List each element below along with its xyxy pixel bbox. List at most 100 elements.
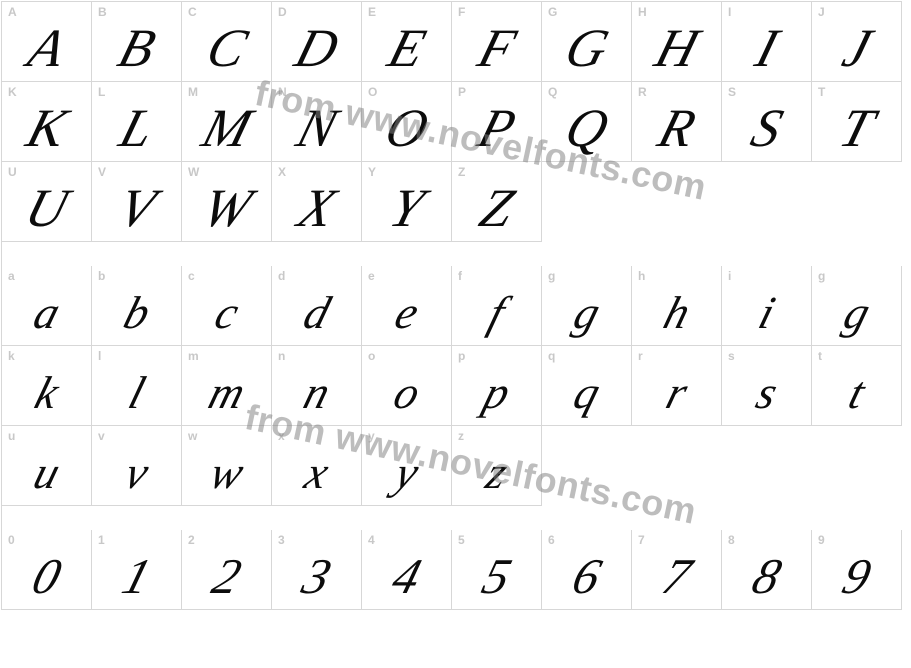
glyph-cell xyxy=(812,162,902,242)
cell-key-label: 6 xyxy=(548,533,555,547)
row-gap xyxy=(722,242,812,266)
cell-key-label: r xyxy=(638,349,643,363)
glyph-cell: WW xyxy=(182,162,272,242)
cell-key-label: g xyxy=(548,269,555,283)
cell-key-label: n xyxy=(278,349,285,363)
cell-key-label: L xyxy=(98,85,105,99)
cell-key-label: v xyxy=(98,429,105,443)
cell-key-label: 0 xyxy=(8,533,15,547)
cell-key-label: e xyxy=(368,269,375,283)
row-gap xyxy=(182,242,272,266)
cell-key-label: 3 xyxy=(278,533,285,547)
row-gap xyxy=(812,506,902,530)
row-gap xyxy=(452,506,542,530)
cell-glyph: 0 xyxy=(27,551,66,601)
glyph-cell: 11 xyxy=(92,530,182,610)
glyph-cell: kk xyxy=(2,346,92,426)
cell-glyph: K xyxy=(21,101,73,155)
cell-glyph: A xyxy=(22,21,70,75)
cell-glyph: d xyxy=(298,290,334,336)
row-gap xyxy=(542,242,632,266)
cell-key-label: t xyxy=(818,349,822,363)
cell-glyph: q xyxy=(568,370,604,416)
cell-glyph: E xyxy=(382,21,430,75)
row-gap xyxy=(452,242,542,266)
cell-key-label: M xyxy=(188,85,198,99)
cell-glyph: r xyxy=(661,370,692,416)
cell-glyph: 4 xyxy=(387,551,426,601)
cell-key-label: k xyxy=(8,349,15,363)
cell-glyph: 8 xyxy=(747,551,786,601)
font-character-map: AABBCCDDEEFFGGHHIIJJKKLLMMNNOOPPQQRRSSTT… xyxy=(0,0,911,668)
row-gap xyxy=(362,242,452,266)
cell-key-label: g xyxy=(818,269,825,283)
cell-key-label: K xyxy=(8,85,17,99)
glyph-cell: ll xyxy=(92,346,182,426)
cell-glyph: g xyxy=(838,290,874,336)
glyph-cell: 66 xyxy=(542,530,632,610)
cell-glyph: w xyxy=(205,450,249,496)
cell-key-label: G xyxy=(548,5,557,19)
glyph-cell: bb xyxy=(92,266,182,346)
cell-key-label: J xyxy=(818,5,825,19)
glyph-cell: tt xyxy=(812,346,902,426)
cell-key-label: u xyxy=(8,429,15,443)
row-gap xyxy=(182,506,272,530)
glyph-cell: cc xyxy=(182,266,272,346)
cell-key-label: i xyxy=(728,269,731,283)
cell-glyph: 1 xyxy=(117,551,156,601)
cell-glyph: m xyxy=(203,370,249,416)
cell-key-label: 9 xyxy=(818,533,825,547)
glyph-cell: XX xyxy=(272,162,362,242)
cell-key-label: d xyxy=(278,269,285,283)
cell-key-label: T xyxy=(818,85,825,99)
glyph-grid: AABBCCDDEEFFGGHHIIJJKKLLMMNNOOPPQQRRSSTT… xyxy=(1,1,902,610)
cell-key-label: s xyxy=(728,349,735,363)
cell-key-label: w xyxy=(188,429,197,443)
glyph-cell: uu xyxy=(2,426,92,506)
row-gap xyxy=(362,506,452,530)
glyph-cell: LL xyxy=(92,82,182,162)
glyph-cell xyxy=(722,426,812,506)
glyph-cell: 00 xyxy=(2,530,92,610)
cell-key-label: S xyxy=(728,85,736,99)
cell-glyph: 3 xyxy=(297,551,336,601)
cell-glyph: T xyxy=(834,101,880,155)
cell-key-label: 1 xyxy=(98,533,105,547)
cell-key-label: H xyxy=(638,5,647,19)
glyph-cell: YY xyxy=(362,162,452,242)
glyph-cell: II xyxy=(722,2,812,82)
cell-glyph: g xyxy=(568,290,604,336)
glyph-cell: BB xyxy=(92,2,182,82)
glyph-cell: TT xyxy=(812,82,902,162)
cell-key-label: U xyxy=(8,165,17,179)
cell-glyph: t xyxy=(844,370,870,416)
cell-glyph: Z xyxy=(474,181,520,235)
glyph-cell: DD xyxy=(272,2,362,82)
glyph-cell: AA xyxy=(2,2,92,82)
cell-key-label: B xyxy=(98,5,107,19)
cell-key-label: m xyxy=(188,349,199,363)
cell-key-label: a xyxy=(8,269,15,283)
cell-glyph: 7 xyxy=(657,551,696,601)
row-gap xyxy=(2,242,92,266)
glyph-cell: UU xyxy=(2,162,92,242)
cell-glyph: 2 xyxy=(207,551,246,601)
glyph-cell: aa xyxy=(2,266,92,346)
cell-key-label: 7 xyxy=(638,533,645,547)
glyph-cell: ff xyxy=(452,266,542,346)
cell-key-label: h xyxy=(638,269,645,283)
glyph-cell: FF xyxy=(452,2,542,82)
cell-key-label: c xyxy=(188,269,195,283)
glyph-cell: 22 xyxy=(182,530,272,610)
glyph-cell: EE xyxy=(362,2,452,82)
cell-glyph: x xyxy=(300,450,334,496)
glyph-cell: 55 xyxy=(452,530,542,610)
cell-key-label: E xyxy=(368,5,376,19)
glyph-cell: 88 xyxy=(722,530,812,610)
glyph-cell: SS xyxy=(722,82,812,162)
glyph-cell: 99 xyxy=(812,530,902,610)
cell-key-label: V xyxy=(98,165,106,179)
cell-glyph: H xyxy=(649,21,703,75)
cell-key-label: Z xyxy=(458,165,465,179)
